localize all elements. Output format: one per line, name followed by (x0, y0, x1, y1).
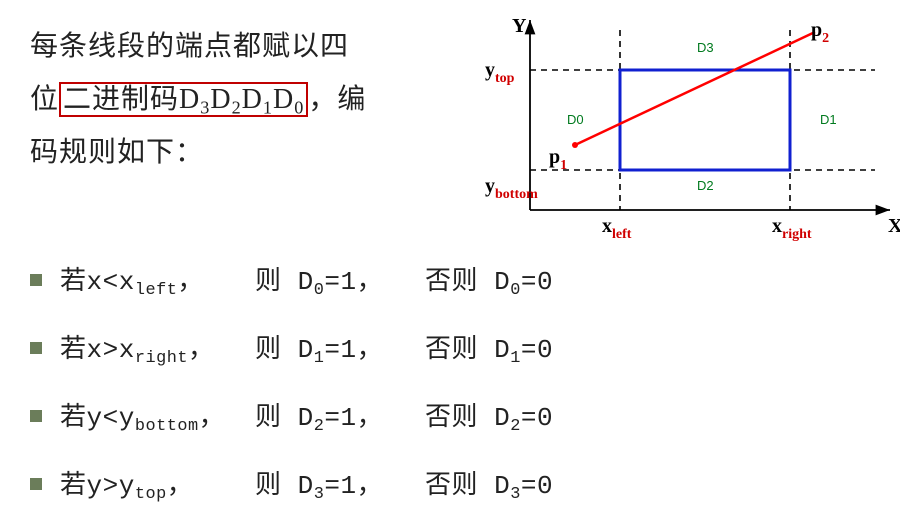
bullet-icon (30, 478, 42, 490)
rule-row: 若y>ytop，则 D3=1，否则 D3=0 (30, 464, 830, 504)
rule-row: 若x>xright，则 D1=1，否则 D1=0 (30, 328, 830, 368)
svg-text:Y: Y (512, 15, 527, 37)
svg-text:xright: xright (772, 215, 812, 242)
intro-line1: 每条线段的端点都赋以四 (30, 31, 349, 62)
svg-text:D2: D2 (697, 178, 714, 193)
rules-list: 若x<xleft，则 D0=1，否则 D0=0 若x>xright，则 D1=1，… (30, 260, 830, 532)
intro-line2b: ，编 (308, 84, 366, 115)
rule-row: 若y<ybottom，则 D2=1，否则 D2=0 (30, 396, 830, 436)
svg-text:D1: D1 (820, 112, 837, 127)
bullet-icon (30, 342, 42, 354)
clipping-diagram: YXD0D1D2D3ytopybottomxleftxrightp1p2 (470, 10, 900, 250)
svg-text:D3: D3 (697, 40, 714, 55)
intro-line2a: 位 (30, 84, 59, 115)
svg-text:xleft: xleft (602, 215, 632, 242)
rule-row: 若x<xleft，则 D0=1，否则 D0=0 (30, 260, 830, 300)
svg-text:p1: p1 (549, 146, 567, 173)
bullet-icon (30, 274, 42, 286)
intro-paragraph: 每条线段的端点都赋以四 位二进制码D3D2D1D0，编 码规则如下： (30, 20, 430, 180)
intro-line3: 码规则如下： (30, 137, 204, 168)
svg-text:X: X (888, 215, 900, 237)
boxed-code: 二进制码D3D2D1D0 (59, 82, 308, 117)
svg-text:p2: p2 (811, 19, 829, 46)
svg-text:D0: D0 (567, 112, 584, 127)
svg-text:ytop: ytop (485, 59, 515, 86)
bullet-icon (30, 410, 42, 422)
